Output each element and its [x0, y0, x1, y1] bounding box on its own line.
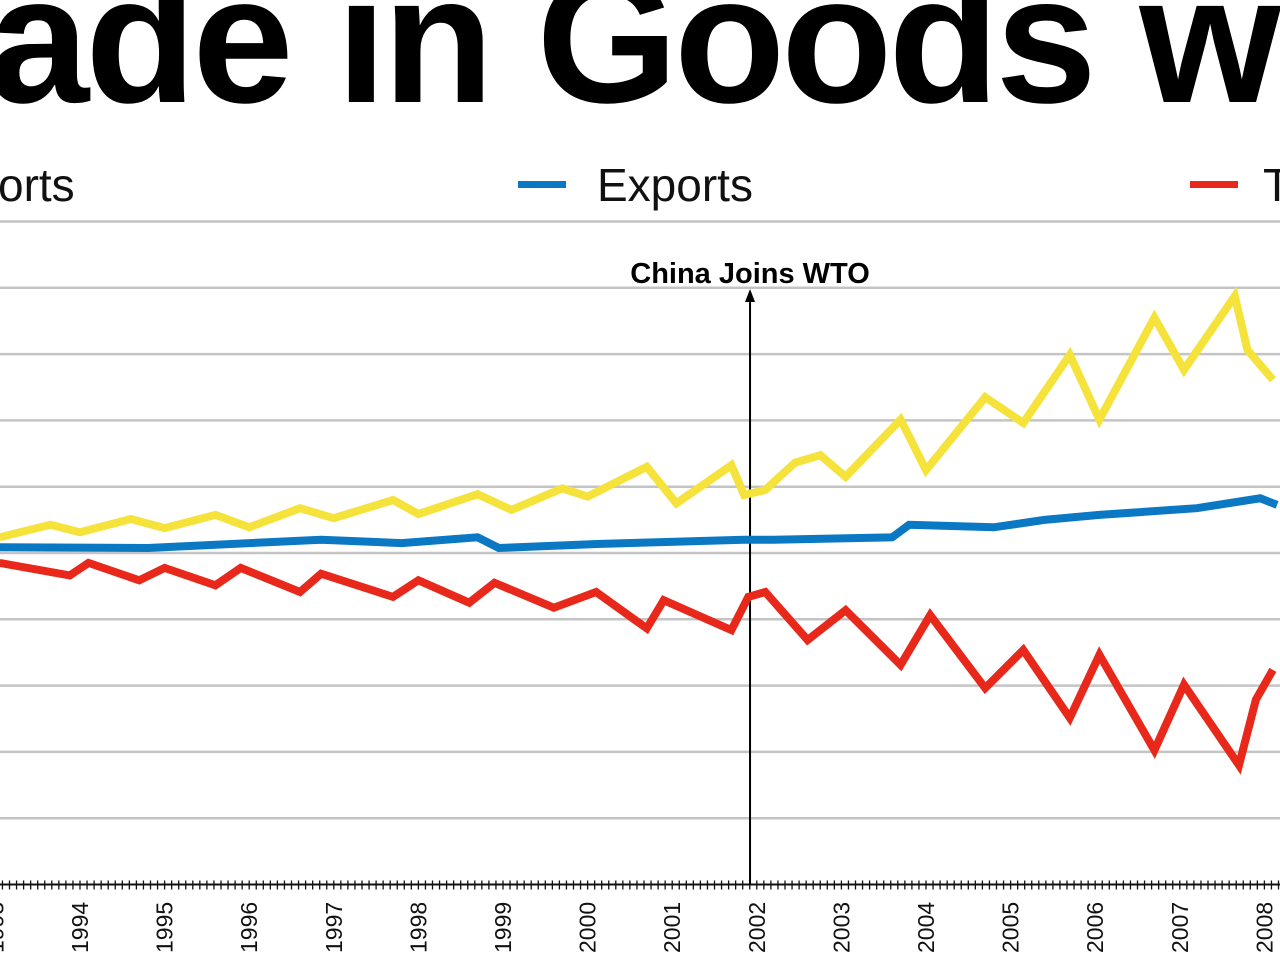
arrow-head-icon [745, 289, 756, 302]
x-tick-label: 2000 [575, 902, 601, 953]
annotation-label: China Joins WTO [630, 258, 870, 290]
x-tick-label: 1995 [152, 902, 178, 953]
x-tick-label: 2007 [1167, 902, 1193, 953]
legend-label-exports: Exports [597, 159, 753, 211]
x-tick-label: 1993 [0, 902, 8, 953]
legend-swatch-exports [518, 181, 566, 188]
x-tick-label: 1994 [67, 902, 93, 953]
x-tick-label: 2001 [659, 902, 685, 953]
x-tick-label: 2006 [1082, 902, 1108, 953]
x-tick-label: 1999 [490, 902, 516, 953]
series-line-imports [0, 286, 1276, 542]
legend-label-imports: orts [0, 159, 75, 211]
series-line-balance [0, 558, 1277, 775]
x-tick-label: 2005 [998, 902, 1024, 953]
x-tick-label: 2002 [744, 902, 770, 953]
x-tick-label: 2008 [1251, 902, 1277, 953]
x-tick-label: 1996 [236, 902, 262, 953]
x-tick-label: 2004 [913, 902, 939, 953]
series-line-exports [0, 494, 1279, 553]
legend-label-balance: T [1263, 159, 1280, 211]
x-tick-label: 2003 [828, 902, 854, 953]
chart-title: ade in Goods w [0, 0, 1280, 141]
x-tick-label: 1998 [405, 902, 431, 953]
legend-swatch-balance [1190, 181, 1238, 188]
x-tick-label: 1997 [321, 902, 347, 953]
